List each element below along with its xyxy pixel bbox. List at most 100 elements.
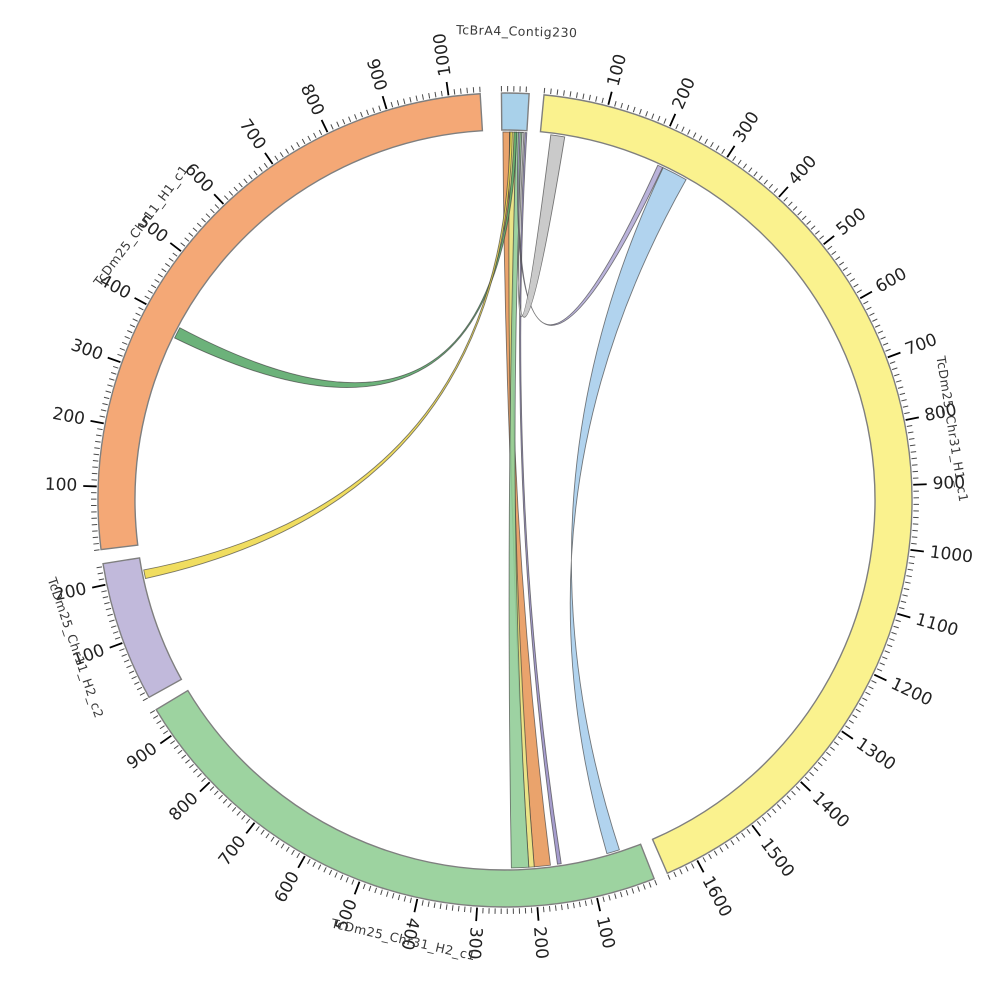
major-tick-chr11h1-600 bbox=[213, 193, 225, 205]
minor-tick-chr31h1-830 bbox=[908, 438, 915, 440]
major-tick-chr11h1-800 bbox=[320, 119, 329, 133]
major-tick-chr31h1-500 bbox=[823, 235, 835, 246]
ribbon-chr31h1-to-contig-lavender bbox=[516, 131, 664, 326]
minor-tick-chr31h1-630 bbox=[869, 312, 875, 316]
tick-label-chr31h1-500: 500 bbox=[833, 204, 871, 240]
major-tick-chr11h2-100 bbox=[109, 642, 123, 649]
minor-tick-chr31h2-50 bbox=[625, 889, 629, 896]
tick-label-chr31h2-100: 100 bbox=[592, 915, 619, 951]
minor-tick-chr11h1-310 bbox=[117, 353, 123, 357]
minor-tick-chr31h1-640 bbox=[872, 318, 878, 322]
minor-tick-chr31h1-1040 bbox=[906, 575, 912, 578]
minor-tick-chr11h1-150 bbox=[93, 453, 100, 456]
minor-tick-chr31h2-880 bbox=[173, 745, 179, 750]
tick-label-chr31h2-600: 600 bbox=[271, 868, 304, 906]
minor-tick-chr31h1-540 bbox=[839, 261, 845, 266]
minor-tick-chr31h1-690 bbox=[885, 348, 891, 352]
minor-tick-chr11h1-410 bbox=[144, 295, 150, 300]
minor-tick-chr31h2-330 bbox=[457, 905, 460, 912]
minor-tick-chr31h2-930 bbox=[156, 720, 162, 725]
major-tick-chr31h1-1600 bbox=[696, 860, 705, 873]
minor-tick-chr31h1-1310 bbox=[837, 736, 843, 741]
minor-tick-chr11h2-90 bbox=[119, 648, 125, 652]
minor-tick-chr31h1-1520 bbox=[741, 832, 746, 838]
minor-tick-chr31h1-1650 bbox=[667, 874, 671, 880]
tick-label-chr11h1-300: 300 bbox=[68, 335, 105, 365]
minor-tick-chr11h1-920 bbox=[396, 100, 400, 106]
minor-tick-chr31h2-950 bbox=[149, 709, 156, 714]
major-tick-chr31h1-400 bbox=[778, 186, 789, 198]
minor-tick-chr11h1-0 bbox=[94, 549, 100, 551]
minor-tick-chr11h1-690 bbox=[263, 162, 268, 168]
minor-tick-chr31h1-680 bbox=[882, 342, 889, 346]
minor-tick-chr31h1-330 bbox=[742, 163, 747, 169]
major-tick-chr31h2-800 bbox=[199, 781, 211, 793]
tick-label-chr31h1-1400: 1400 bbox=[808, 788, 853, 832]
minor-tick-chr31h1-1240 bbox=[862, 697, 868, 702]
minor-tick-chr11h1-10 bbox=[93, 542, 99, 545]
minor-tick-chr31h2-890 bbox=[170, 740, 176, 745]
minor-tick-chr11h1-280 bbox=[110, 372, 117, 375]
major-tick-chr31h2-700 bbox=[245, 822, 256, 834]
minor-tick-chr31h1-1480 bbox=[762, 816, 767, 822]
minor-tick-chr31h1-1030 bbox=[907, 568, 914, 571]
major-tick-chr31h1-1100 bbox=[897, 612, 911, 619]
minor-tick-chr31h1-270 bbox=[710, 141, 714, 148]
tick-label-chr11h1-200: 200 bbox=[51, 404, 87, 430]
minor-tick-chr11h1-780 bbox=[313, 132, 317, 139]
minor-tick-chr11h1-640 bbox=[238, 182, 243, 188]
tick-label-chr11h1-100: 100 bbox=[44, 475, 77, 496]
minor-tick-chr11h1-990 bbox=[440, 90, 443, 97]
minor-tick-chr31h1-510 bbox=[827, 245, 833, 250]
minor-tick-chr11h1-580 bbox=[210, 208, 215, 214]
minor-tick-chr11h1-570 bbox=[205, 213, 211, 218]
minor-tick-chr31h2-350 bbox=[445, 904, 448, 910]
minor-tick-chr11h1-390 bbox=[138, 306, 144, 311]
major-tick-chr31h1-1300 bbox=[841, 730, 854, 740]
minor-tick-chr31h1-30 bbox=[563, 90, 565, 96]
major-tick-chr31h1-700 bbox=[887, 351, 901, 359]
minor-tick-chr11h1-540 bbox=[192, 227, 198, 232]
minor-tick-chr31h1-1570 bbox=[713, 850, 718, 856]
minor-tick-chr11h1-530 bbox=[188, 232, 194, 237]
minor-tick-chr31h2-440 bbox=[391, 892, 395, 899]
minor-tick-chr11h2-150 bbox=[107, 613, 113, 617]
minor-tick-chr11h1-770 bbox=[307, 135, 311, 142]
minor-tick-chr11h1-260 bbox=[107, 384, 113, 387]
tick-label-chr31h2-800: 800 bbox=[165, 789, 202, 826]
minor-tick-chr11h1-380 bbox=[135, 312, 141, 317]
minor-tick-chr31h2-30 bbox=[637, 886, 640, 892]
minor-tick-chr11h1-850 bbox=[354, 114, 358, 120]
minor-tick-chr11h1-760 bbox=[301, 138, 306, 145]
minor-tick-chr31h1-1320 bbox=[833, 741, 839, 746]
minor-tick-chr31h1-80 bbox=[595, 96, 598, 102]
tick-label-chr31h2-900: 900 bbox=[123, 739, 161, 774]
minor-tick-chr31h1-1560 bbox=[719, 847, 724, 853]
major-tick-chr11h1-200 bbox=[90, 419, 104, 425]
minor-tick-chr31h1-1290 bbox=[845, 725, 851, 730]
minor-tick-chr31h1-1050 bbox=[905, 581, 911, 584]
segment-layer bbox=[97, 92, 913, 908]
minor-tick-chr11h2-30 bbox=[134, 681, 140, 685]
minor-tick-chr11h2-10 bbox=[139, 692, 146, 696]
tick-label-chr31h1-1300: 1300 bbox=[852, 734, 899, 775]
minor-tick-chr31h1-10 bbox=[550, 88, 552, 95]
minor-tick-chr11h1-980 bbox=[434, 91, 437, 98]
minor-tick-chr31h1-1330 bbox=[830, 746, 835, 751]
minor-tick-chr31h1-1640 bbox=[673, 871, 677, 878]
minor-tick-chr31h2-650 bbox=[275, 840, 280, 846]
minor-tick-chr11h1-730 bbox=[285, 148, 289, 154]
minor-tick-chr31h2-530 bbox=[340, 874, 344, 881]
minor-tick-chr31h1-810 bbox=[906, 424, 913, 427]
minor-tick-chr31h1-1190 bbox=[876, 668, 883, 672]
minor-tick-chr31h1-210 bbox=[675, 123, 679, 130]
tick-label-chr31h1-200: 200 bbox=[669, 75, 700, 113]
minor-tick-chr31h1-520 bbox=[831, 250, 837, 256]
minor-tick-chr31h1-1160 bbox=[884, 650, 890, 654]
minor-tick-chr11h1-720 bbox=[279, 152, 284, 158]
minor-tick-chr31h1-1090 bbox=[898, 606, 905, 610]
tick-label-chr31h1-600: 600 bbox=[872, 264, 910, 297]
tick-label-chr31h1-700: 700 bbox=[903, 330, 940, 360]
minor-tick-chr11h1-210 bbox=[99, 415, 106, 418]
